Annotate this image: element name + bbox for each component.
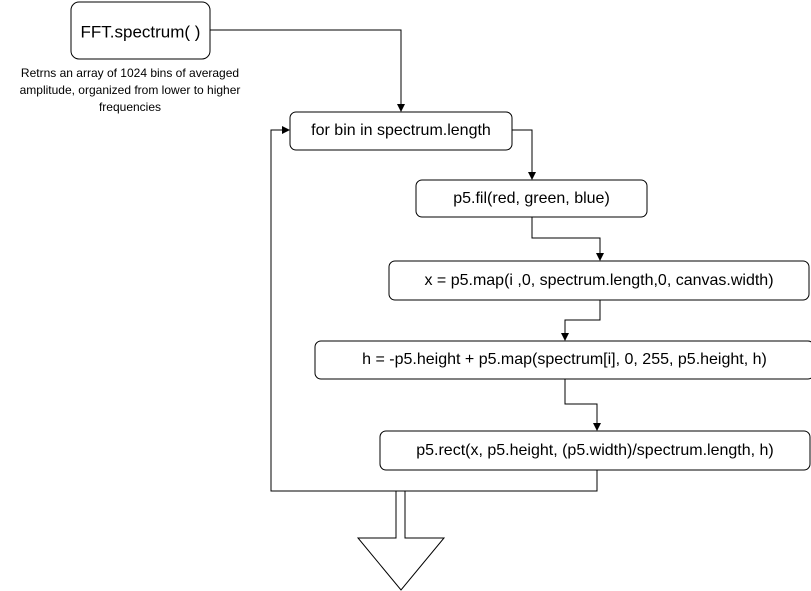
edge-maph-to-rect xyxy=(564,379,598,423)
arrowhead-mapx-in xyxy=(596,253,604,261)
note-fft-description: Retrns an array of 1024 bins of averaged… xyxy=(20,66,241,114)
node-for-loop-label: for bin in spectrum.length xyxy=(311,122,491,139)
node-map-x-label: x = p5.map(i ,0, spectrum.length,0, canv… xyxy=(424,272,773,289)
node-rect-label: p5.rect(x, p5.height, (p5.width)/spectru… xyxy=(416,442,774,459)
arrowhead-loop-in xyxy=(397,104,405,112)
edge-loopback xyxy=(270,129,598,492)
node-fft-spectrum-box xyxy=(70,1,211,60)
edge-fill-to-mapx xyxy=(531,217,601,253)
node-rect-box xyxy=(379,430,811,471)
node-fill-box xyxy=(415,179,648,218)
note-line-3: frequencies xyxy=(99,100,161,114)
node-fft-spectrum: FFT.spectrum( ) xyxy=(70,1,211,60)
node-map-x: x = p5.map(i ,0, spectrum.length,0, canv… xyxy=(388,260,810,301)
edge-mapx-to-maph xyxy=(564,300,601,333)
note-line-1: Retrns an array of 1024 bins of averaged xyxy=(21,66,239,80)
arrowhead-maph-in xyxy=(561,333,569,341)
node-fill-label: p5.fil(red, green, blue) xyxy=(453,190,610,207)
connectors xyxy=(210,29,604,591)
node-fft-spectrum-label: FFT.spectrum( ) xyxy=(81,22,201,41)
node-map-h-box xyxy=(314,340,811,380)
node-for-loop: for bin in spectrum.length xyxy=(289,111,513,151)
arrowhead-rect-in xyxy=(593,423,601,431)
node-fill: p5.fil(red, green, blue) xyxy=(415,179,648,218)
arrowhead-loopback xyxy=(282,126,290,134)
node-rect: p5.rect(x, p5.height, (p5.width)/spectru… xyxy=(379,430,811,471)
node-map-h: h = -p5.height + p5.map(spectrum[i], 0, … xyxy=(314,340,811,380)
arrowhead-fill-in xyxy=(528,172,536,180)
note-line-2: amplitude, organized from lower to highe… xyxy=(20,83,241,97)
node-map-h-label: h = -p5.height + p5.map(spectrum[i], 0, … xyxy=(362,351,767,368)
node-map-x-box xyxy=(388,260,810,301)
edge-loop-to-fill xyxy=(512,129,533,172)
edge-fft-to-loop xyxy=(210,29,402,104)
exit-arrow xyxy=(356,490,446,591)
node-for-loop-box xyxy=(289,111,513,151)
